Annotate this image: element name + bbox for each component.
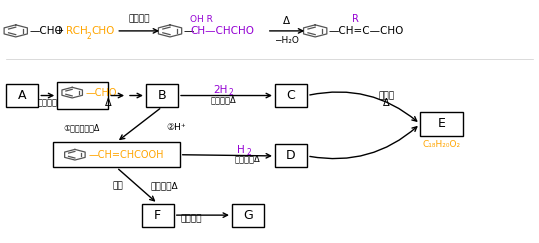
Text: 2: 2 xyxy=(229,88,233,97)
Text: CHO: CHO xyxy=(91,26,114,36)
Bar xyxy=(275,144,307,167)
Text: C₁₈H₂₀O₂: C₁₈H₂₀O₂ xyxy=(423,140,461,149)
Text: B: B xyxy=(158,89,167,102)
Text: 催化剂，Δ: 催化剂，Δ xyxy=(210,95,236,104)
Text: 浓硫酸，Δ: 浓硫酸，Δ xyxy=(151,181,178,190)
Text: 2: 2 xyxy=(247,148,252,157)
Text: F: F xyxy=(154,209,161,222)
Text: RCH: RCH xyxy=(66,26,88,36)
Text: ①银氨溶液，Δ: ①银氨溶液，Δ xyxy=(64,123,100,132)
Text: 催化剂，Δ: 催化剂，Δ xyxy=(235,154,261,163)
Bar xyxy=(53,142,179,167)
Text: 一定条件: 一定条件 xyxy=(38,98,58,107)
Text: 浓硫酸: 浓硫酸 xyxy=(378,92,395,101)
Text: —CHO: —CHO xyxy=(85,88,116,98)
Text: 2: 2 xyxy=(87,32,92,42)
Text: 一定条件: 一定条件 xyxy=(128,15,150,24)
Bar xyxy=(275,84,307,107)
Text: —CH=CHCOOH: —CH=CHCOOH xyxy=(88,150,164,160)
Text: —CH=C—CHO: —CH=C—CHO xyxy=(329,26,404,36)
Text: —: — xyxy=(183,26,194,36)
Bar xyxy=(232,204,264,227)
Text: 甲醇: 甲醇 xyxy=(113,181,123,190)
Text: Δ: Δ xyxy=(105,98,112,108)
Bar xyxy=(6,84,38,107)
Bar xyxy=(142,204,174,227)
Text: OH R: OH R xyxy=(190,15,213,24)
Text: +: + xyxy=(55,26,65,36)
Text: 加聚反应: 加聚反应 xyxy=(181,214,202,223)
Text: A: A xyxy=(18,89,26,102)
Text: CH—CHCHO: CH—CHCHO xyxy=(190,26,254,36)
Text: H: H xyxy=(237,145,245,155)
Text: E: E xyxy=(438,117,445,130)
Bar xyxy=(146,84,178,107)
Text: ②H⁺: ②H⁺ xyxy=(166,123,186,132)
Bar xyxy=(420,112,463,136)
Text: G: G xyxy=(243,209,253,222)
Text: —CHO: —CHO xyxy=(30,26,64,36)
Text: C: C xyxy=(287,89,295,102)
Text: D: D xyxy=(286,149,296,162)
Text: Δ: Δ xyxy=(283,16,291,26)
Text: −H₂O: −H₂O xyxy=(274,36,299,45)
Text: 2H: 2H xyxy=(213,85,227,95)
Text: R: R xyxy=(352,14,359,24)
Bar xyxy=(57,82,108,109)
Text: Δ: Δ xyxy=(383,98,390,108)
